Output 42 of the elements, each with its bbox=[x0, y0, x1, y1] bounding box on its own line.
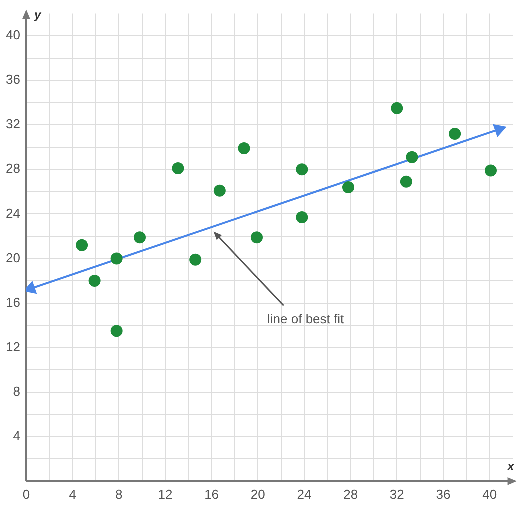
x-tick-label: 20 bbox=[250, 486, 266, 502]
x-tick-label: 4 bbox=[69, 486, 76, 502]
point bbox=[484, 164, 497, 177]
annotation: line of best fit bbox=[268, 311, 344, 326]
y-tick-label: 40 bbox=[6, 28, 20, 43]
x-tick-label: 0 bbox=[22, 486, 30, 502]
point bbox=[110, 325, 123, 338]
x-axis-title: x bbox=[506, 460, 516, 474]
x-tick-label: 12 bbox=[158, 486, 173, 502]
x-tick-label: 36 bbox=[436, 486, 451, 502]
point bbox=[449, 128, 462, 140]
point bbox=[110, 252, 123, 265]
y-tick-label: 32 bbox=[6, 116, 20, 132]
y-tick-label: 8 bbox=[13, 384, 20, 399]
point bbox=[88, 275, 101, 287]
y-tick-label: 36 bbox=[6, 72, 20, 88]
point bbox=[391, 102, 404, 114]
x-tick-label: 28 bbox=[344, 486, 358, 502]
y-axis-title: y bbox=[33, 8, 42, 22]
x-tick-label: 24 bbox=[297, 486, 312, 502]
point bbox=[172, 162, 184, 175]
point bbox=[296, 212, 308, 224]
y-tick-label: 4 bbox=[13, 428, 20, 444]
x-tick-label: 16 bbox=[204, 486, 220, 502]
y-tick-label: 24 bbox=[6, 206, 20, 221]
point bbox=[238, 142, 250, 155]
x-tick-label: 40 bbox=[482, 486, 498, 502]
y-tick-label: 12 bbox=[6, 339, 20, 354]
point bbox=[134, 232, 146, 244]
point bbox=[406, 151, 418, 164]
y-tick-label: 28 bbox=[6, 161, 20, 176]
x-tick-label: 8 bbox=[116, 486, 123, 502]
x-tick-label: 32 bbox=[390, 486, 404, 502]
point bbox=[76, 239, 88, 252]
point bbox=[400, 176, 412, 188]
point bbox=[296, 164, 308, 176]
point bbox=[250, 232, 263, 244]
point bbox=[342, 181, 355, 194]
y-tick-label: 20 bbox=[6, 250, 20, 266]
point bbox=[214, 184, 226, 197]
point bbox=[190, 254, 202, 266]
y-tick-label: 16 bbox=[6, 294, 20, 310]
